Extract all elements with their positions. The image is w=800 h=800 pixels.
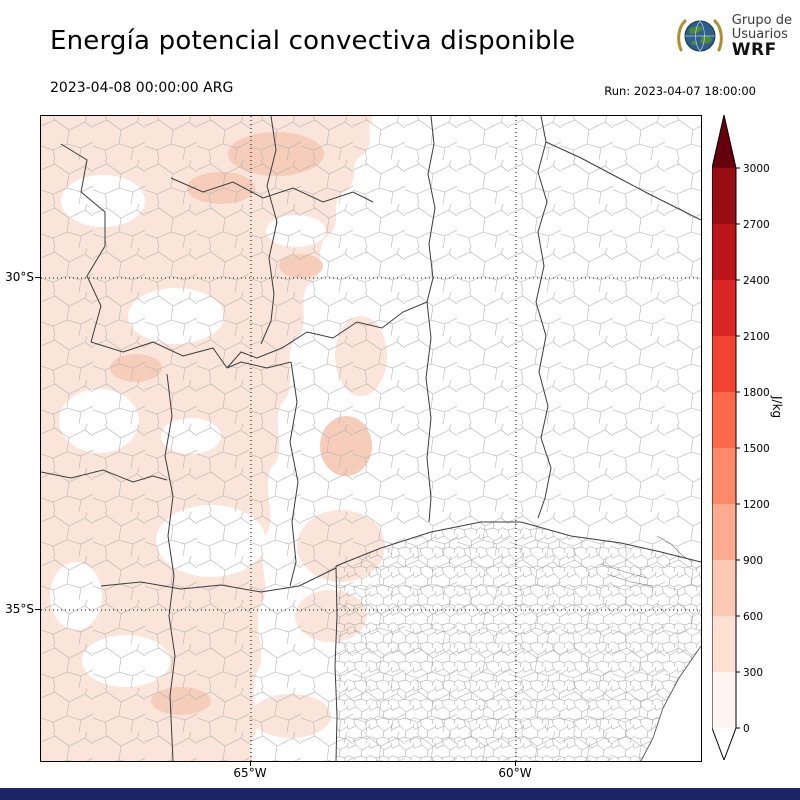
svg-text:300: 300 — [743, 667, 763, 679]
svg-text:600: 600 — [743, 611, 763, 623]
colorbar-unit-label: J/kg — [770, 396, 784, 419]
run-time-label: Run: 2023-04-07 18:00:00 — [604, 84, 756, 98]
lon-label-65w: 65°W — [233, 766, 267, 780]
colorbar-under-arrow — [712, 728, 736, 760]
globe-icon — [676, 19, 723, 52]
wrf-logo: Grupo de Usuarios WRF — [675, 12, 792, 62]
logo-wrf-label: WRF — [731, 39, 777, 60]
colorbar-ticks — [736, 167, 740, 729]
colorbar: 3000 2700 2400 2100 1800 1500 1200 900 6… — [711, 114, 782, 762]
page-title: Energía potencial convectiva disponible — [50, 26, 576, 56]
svg-text:2400: 2400 — [743, 275, 770, 287]
province-borders — [40, 115, 702, 762]
lon-tick-65w — [250, 761, 251, 766]
svg-text:1500: 1500 — [743, 443, 770, 455]
lat-label-30s: 30°S — [5, 270, 34, 284]
svg-text:3000: 3000 — [743, 163, 770, 175]
colorbar-segments — [712, 168, 736, 728]
footer-brand-bar — [0, 788, 800, 800]
logo-org-line1: Grupo de — [731, 13, 792, 29]
svg-text:2100: 2100 — [743, 331, 770, 343]
lat-label-35s: 35°S — [5, 602, 34, 616]
svg-text:1800: 1800 — [743, 387, 770, 399]
valid-time-label: 2023-04-08 00:00:00 ARG — [50, 80, 234, 96]
lon-tick-60w — [515, 761, 516, 766]
coastline — [640, 645, 702, 762]
lat-tick-35s — [35, 609, 40, 610]
lon-label-60w: 60°W — [498, 766, 532, 780]
svg-text:0: 0 — [743, 723, 750, 735]
map-canvas — [40, 115, 702, 762]
ocean — [641, 646, 701, 761]
lat-tick-30s — [35, 277, 40, 278]
colorbar-over-arrow — [712, 115, 736, 168]
svg-text:2700: 2700 — [743, 219, 770, 231]
buenos-aires-departments — [336, 522, 701, 761]
svg-text:1200: 1200 — [743, 499, 770, 511]
cape-map — [40, 115, 702, 762]
colorbar-tick-labels: 3000 2700 2400 2100 1800 1500 1200 900 6… — [743, 163, 770, 735]
logo-org-line2: Usuarios — [731, 27, 788, 43]
svg-text:900: 900 — [743, 555, 763, 567]
